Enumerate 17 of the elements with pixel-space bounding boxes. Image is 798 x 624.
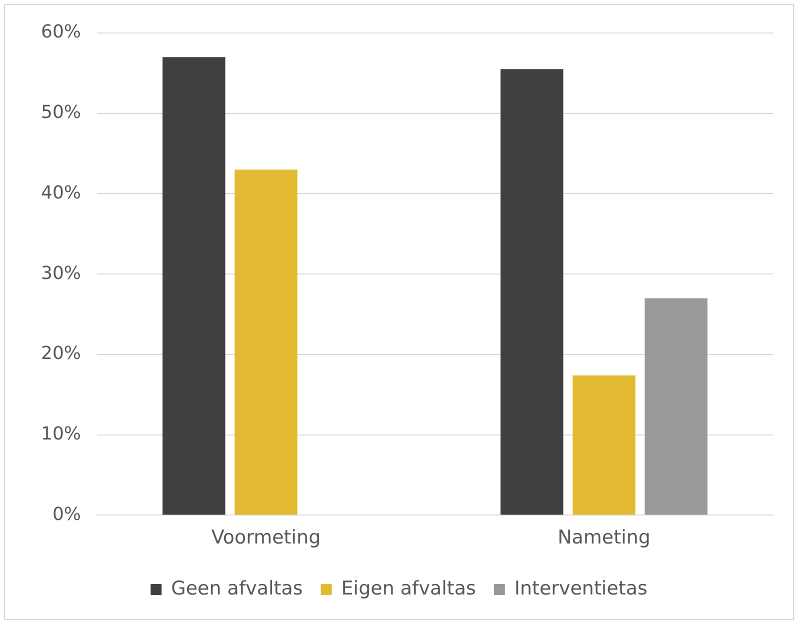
- y-tick-label: 10%: [40, 424, 82, 445]
- legend-label: Interventietas: [514, 577, 648, 600]
- y-tick-label: 60%: [40, 22, 82, 43]
- bar: [234, 170, 298, 515]
- bar: [500, 69, 564, 515]
- bar: [572, 375, 636, 515]
- y-tick-label: 20%: [40, 343, 82, 364]
- y-tick-label: 0%: [52, 504, 82, 525]
- x-tick-label: Nameting: [558, 526, 650, 549]
- y-tick-label: 30%: [40, 262, 82, 284]
- y-tick-label: 40%: [40, 182, 82, 204]
- legend-label: Eigen afvaltas: [341, 577, 476, 600]
- x-tick-label: Voormeting: [211, 526, 321, 549]
- y-tick-label: 50%: [40, 102, 82, 124]
- bar: [644, 298, 708, 515]
- bar: [162, 57, 226, 515]
- legend-label: Geen afvaltas: [171, 577, 303, 600]
